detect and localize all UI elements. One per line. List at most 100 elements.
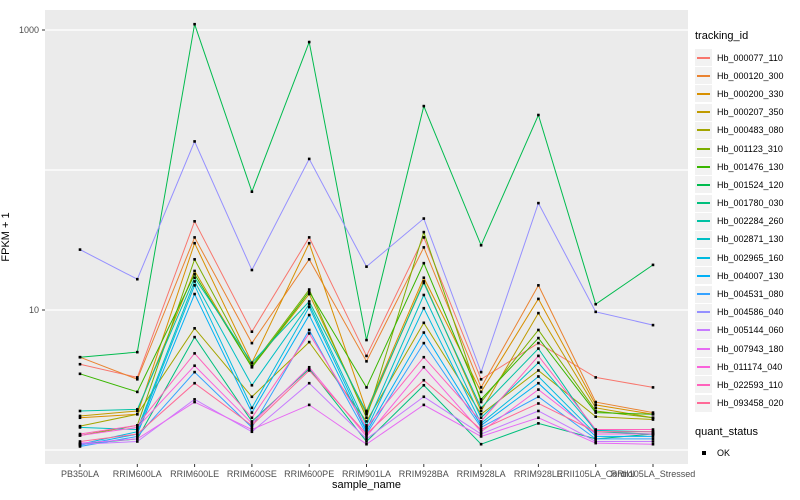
- legend-line-swatch: [697, 256, 710, 259]
- data-point: [365, 416, 368, 420]
- legend-item: Hb_002965_160: [695, 249, 799, 267]
- data-point: [365, 410, 368, 414]
- data-point: [78, 432, 82, 436]
- data-point: [136, 377, 139, 381]
- legend-item-label: Hb_000120_300: [717, 70, 784, 81]
- data-point: [250, 411, 254, 414]
- data-point: [307, 313, 311, 317]
- legend-title-tracking-id: tracking_id: [695, 30, 749, 42]
- data-point: [136, 376, 139, 379]
- data-point: [136, 435, 139, 438]
- data-point: [307, 258, 311, 261]
- data-point: [594, 403, 597, 407]
- data-point: [479, 428, 483, 431]
- legend-item: Hb_005144_060: [695, 321, 799, 339]
- data-point: [365, 338, 368, 342]
- data-point: [422, 236, 426, 239]
- legend-line-swatch: [697, 147, 710, 150]
- data-point: [250, 364, 254, 368]
- quant-status-item: OK: [695, 445, 799, 462]
- legend-item-label: Hb_005144_060: [717, 325, 784, 336]
- legend-item: Hb_000200_330: [695, 85, 799, 103]
- legend-item: Hb_093458_020: [695, 394, 799, 412]
- x-tick-label: RRIM600SE: [227, 469, 277, 479]
- quant-status-legend: quant_status OK: [695, 426, 799, 462]
- legend-item-label: Hb_002965_160: [717, 252, 784, 263]
- data-point: [250, 426, 254, 429]
- legend-key: [695, 376, 712, 394]
- data-point: [651, 432, 655, 436]
- x-tick-label: RRIM600LA: [113, 469, 162, 479]
- data-point: [594, 409, 597, 413]
- data-point: [307, 332, 311, 335]
- data-point: [136, 430, 139, 434]
- data-point: [422, 403, 426, 407]
- data-point: [422, 395, 426, 399]
- data-point: [651, 418, 655, 421]
- data-point: [136, 426, 139, 429]
- data-point: [537, 422, 540, 425]
- legend-item: Hb_011174_040: [695, 358, 799, 376]
- data-point: [136, 277, 139, 281]
- legend-key: [695, 49, 712, 67]
- data-point: [479, 424, 483, 427]
- legend-key: [695, 267, 712, 285]
- data-point: [594, 435, 597, 438]
- data-point: [193, 276, 196, 280]
- data-point: [365, 424, 368, 427]
- legend-item: Hb_001780_030: [695, 194, 799, 212]
- legend-item-label: Hb_000200_330: [717, 88, 784, 99]
- data-point: [307, 365, 311, 369]
- data-point: [479, 435, 483, 438]
- x-tick-label: RRIM928LA: [457, 469, 506, 479]
- legend-line-swatch: [697, 365, 710, 368]
- legend-key: [695, 394, 712, 412]
- legend-key: [695, 67, 712, 85]
- data-point: [537, 361, 540, 365]
- data-point: [479, 398, 483, 401]
- data-point: [136, 350, 139, 354]
- data-point: [594, 437, 597, 441]
- legend-line-swatch: [697, 329, 710, 332]
- data-point: [250, 190, 254, 193]
- data-point: [479, 409, 483, 413]
- legend-item: Hb_022593_110: [695, 376, 799, 394]
- data-point: [136, 409, 139, 413]
- data-point: [307, 302, 311, 306]
- data-point: [594, 302, 597, 306]
- y-tick-label: 1000: [19, 25, 39, 35]
- data-point: [193, 220, 196, 223]
- data-point: [136, 440, 139, 443]
- data-point: [193, 140, 196, 143]
- legend-key: [695, 85, 712, 103]
- data-point: [422, 321, 426, 325]
- data-point: [537, 402, 540, 405]
- data-point: [594, 432, 597, 436]
- data-point: [193, 335, 196, 339]
- data-point: [193, 370, 196, 374]
- legend-line-swatch: [697, 165, 710, 168]
- data-point: [136, 412, 139, 416]
- data-point: [651, 411, 655, 414]
- legend-item: Hb_001123_310: [695, 140, 799, 158]
- data-point: [250, 430, 254, 434]
- tracking-id-legend-items: Hb_000077_110 Hb_000120_300 Hb_000200_330 H…: [695, 49, 799, 412]
- data-point: [365, 440, 368, 443]
- black-square-point-icon: [701, 451, 706, 456]
- plot-panel: [45, 10, 688, 464]
- legend-item-label: Hb_093458_020: [717, 398, 784, 409]
- data-point: [307, 288, 311, 291]
- data-point: [78, 426, 82, 429]
- data-point: [422, 383, 426, 387]
- data-point: [193, 398, 196, 401]
- legend-key: [695, 321, 712, 339]
- data-point: [307, 403, 311, 407]
- x-tick-label: RRIM600LE: [170, 469, 219, 479]
- data-point: [307, 367, 311, 371]
- data-point: [422, 276, 426, 280]
- data-point: [594, 310, 597, 314]
- data-point: [307, 381, 311, 385]
- legend-item-label: Hb_011174_040: [717, 361, 783, 372]
